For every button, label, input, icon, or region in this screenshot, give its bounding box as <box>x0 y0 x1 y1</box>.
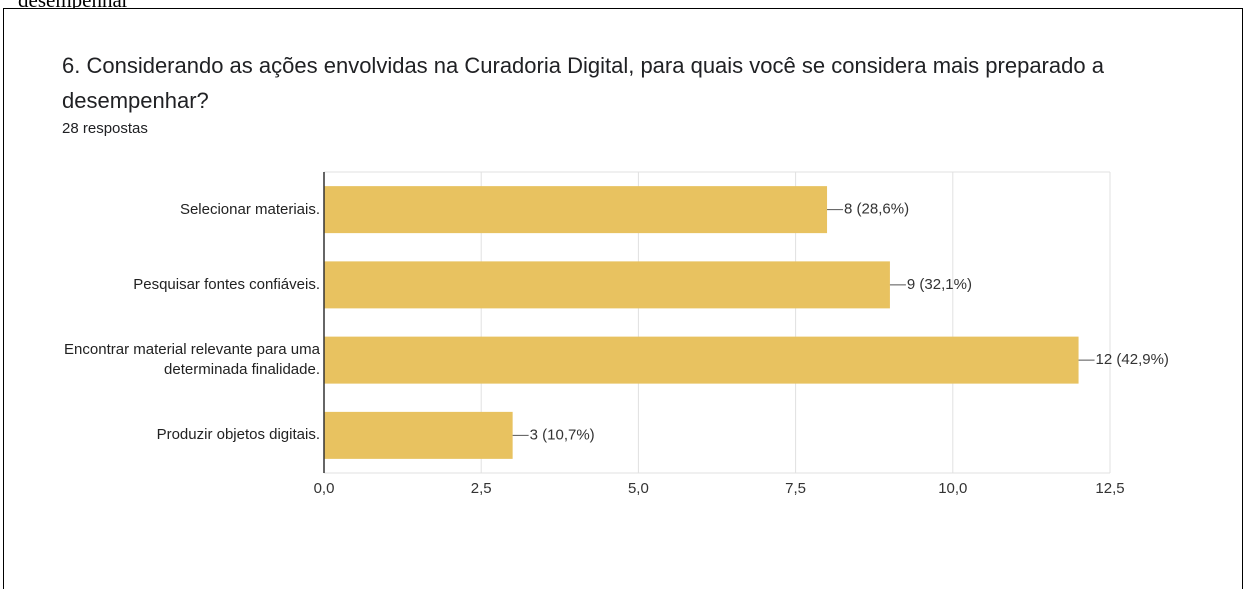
y-tick-label: Encontrar material relevante para uma de… <box>64 341 320 379</box>
data-label: 3 (10,7%) <box>530 426 595 443</box>
y-tick-label: Produzir objetos digitais. <box>156 426 320 444</box>
bar <box>324 336 1079 384</box>
y-tick-label: Selecionar materiais. <box>179 200 320 218</box>
data-label: 12 (42,9%) <box>1096 351 1169 368</box>
chart-subtitle: 28 respostas <box>62 120 148 137</box>
chart: 0,0 2,5 5,0 7,5 10,0 12,5 8 (28,6%) 9 (32,1%) 12… <box>314 171 1169 497</box>
data-label: 9 (32,1%) <box>907 276 972 293</box>
chart-title: 6. Considerando as ações envolvidas na C… <box>62 53 1104 113</box>
x-tick-label: 5,0 <box>628 480 649 497</box>
x-tick-label: 0,0 <box>314 480 335 497</box>
x-tick-label: 7,5 <box>785 480 806 497</box>
x-tick-label: 10,0 <box>938 480 967 497</box>
bar <box>324 411 513 459</box>
data-label: 8 (28,6%) <box>844 201 909 218</box>
bar <box>324 186 828 234</box>
x-tick-label: 12,5 <box>1095 480 1124 497</box>
page: desempenhar 6. Considerando as ações env… <box>3 0 1243 589</box>
x-tick-label: 2,5 <box>471 480 492 497</box>
bar <box>324 261 890 309</box>
y-tick-label: Pesquisar fontes confiáveis. <box>133 275 320 293</box>
